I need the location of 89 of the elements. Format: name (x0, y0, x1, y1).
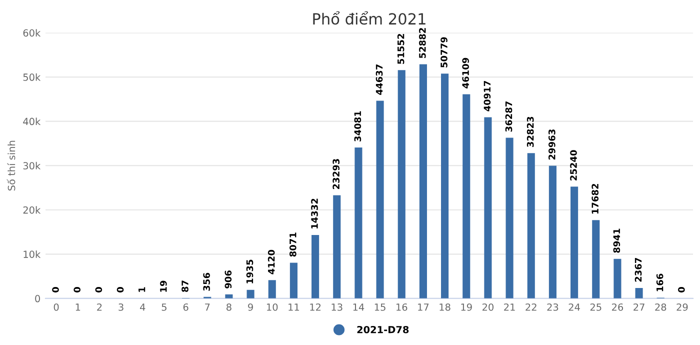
data-label: 906 (224, 270, 232, 288)
y-tick-label: 20k (23, 206, 41, 214)
bar (484, 117, 492, 298)
bar (376, 100, 384, 298)
x-tick-label: 7 (205, 304, 210, 311)
data-label: 50779 (440, 37, 448, 68)
data-label: 29963 (548, 130, 556, 160)
data-label: 356 (203, 272, 210, 291)
x-tick-label: 11 (288, 304, 299, 311)
bar (268, 280, 276, 298)
bar (548, 166, 556, 298)
data-label: 46109 (462, 58, 469, 88)
bar (398, 70, 406, 298)
x-tick-label: 21 (504, 303, 515, 311)
data-label: 52882 (419, 28, 426, 58)
data-label: 34081 (354, 111, 362, 142)
x-tick-label: 5 (162, 304, 166, 311)
x-tick-label: 26 (612, 303, 624, 311)
y-tick-label: 40k (23, 118, 41, 126)
legend-label: 2021-D78 (357, 326, 409, 334)
x-tick-label: 25 (590, 303, 602, 311)
chart-title: Phổ điểm 2021 (313, 11, 426, 25)
x-tick-label: 6 (183, 303, 188, 311)
x-tick-label: 1 (76, 304, 80, 311)
data-label: 4120 (268, 250, 275, 274)
y-tick-label: 0 (35, 294, 40, 302)
data-label: 0 (74, 287, 80, 292)
data-label: 23293 (332, 159, 340, 190)
data-label: 2367 (634, 258, 642, 282)
y-tick-label: 60k (23, 29, 41, 37)
x-tick-label: 14 (353, 304, 364, 311)
x-tick-label: 20 (482, 303, 494, 311)
data-label: 1935 (246, 260, 254, 284)
data-label: 1 (138, 287, 146, 292)
bar (290, 262, 298, 298)
x-tick-label: 15 (374, 304, 386, 311)
bar (312, 234, 320, 298)
x-tick-label: 18 (440, 303, 450, 311)
data-label: 166 (656, 274, 664, 292)
y-axis-title: Số thí sinh (6, 140, 16, 190)
x-tick-label: 13 (332, 303, 342, 311)
x-tick-label: 0 (54, 303, 59, 311)
y-tick-label: 50k (23, 73, 41, 81)
bar (419, 64, 427, 298)
x-tick-label: 27 (634, 303, 644, 311)
bar (527, 153, 535, 298)
x-tick-label: 4 (140, 304, 146, 311)
x-tick-label: 2 (97, 303, 102, 311)
bar (441, 74, 449, 298)
data-label: 19 (160, 280, 167, 292)
x-tick-label: 12 (310, 303, 321, 311)
bar (246, 290, 254, 298)
data-label: 8941 (613, 228, 620, 253)
bar (592, 220, 600, 298)
x-tick-label: 17 (418, 304, 429, 311)
bar (333, 195, 341, 298)
bar (506, 138, 514, 298)
data-label: 0 (52, 287, 59, 292)
data-label: 0 (116, 287, 124, 292)
data-label: 36287 (505, 102, 512, 132)
x-tick-label: 8 (226, 303, 232, 311)
data-label: 51552 (397, 34, 404, 64)
y-tick-label: 10k (24, 250, 41, 258)
data-label: 44637 (376, 64, 383, 95)
x-tick-label: 10 (267, 303, 278, 311)
x-tick-label: 3 (118, 303, 124, 311)
bar (354, 148, 362, 298)
bar (614, 258, 622, 298)
data-label: 0 (95, 287, 102, 292)
data-label: 8071 (290, 232, 296, 257)
y-tick-label: 30k (23, 162, 41, 170)
x-tick-label: 24 (568, 303, 580, 311)
data-label: 14332 (311, 198, 318, 228)
data-label: 17682 (592, 184, 598, 214)
data-label: 87 (182, 280, 188, 292)
x-tick-label: 28 (655, 303, 666, 311)
x-tick-label: 22 (526, 303, 536, 311)
data-label: 25240 (570, 150, 577, 180)
x-tick-label: 29 (676, 303, 688, 311)
bar (462, 94, 470, 298)
x-tick-label: 19 (461, 303, 472, 311)
bar (570, 186, 578, 298)
x-tick-label: 9 (248, 303, 253, 311)
x-tick-label: 16 (396, 303, 408, 311)
x-tick-label: 23 (547, 303, 558, 311)
bar (635, 288, 643, 298)
data-label: 0 (678, 287, 685, 292)
data-label: 40917 (484, 81, 491, 112)
data-label: 32823 (526, 116, 534, 147)
